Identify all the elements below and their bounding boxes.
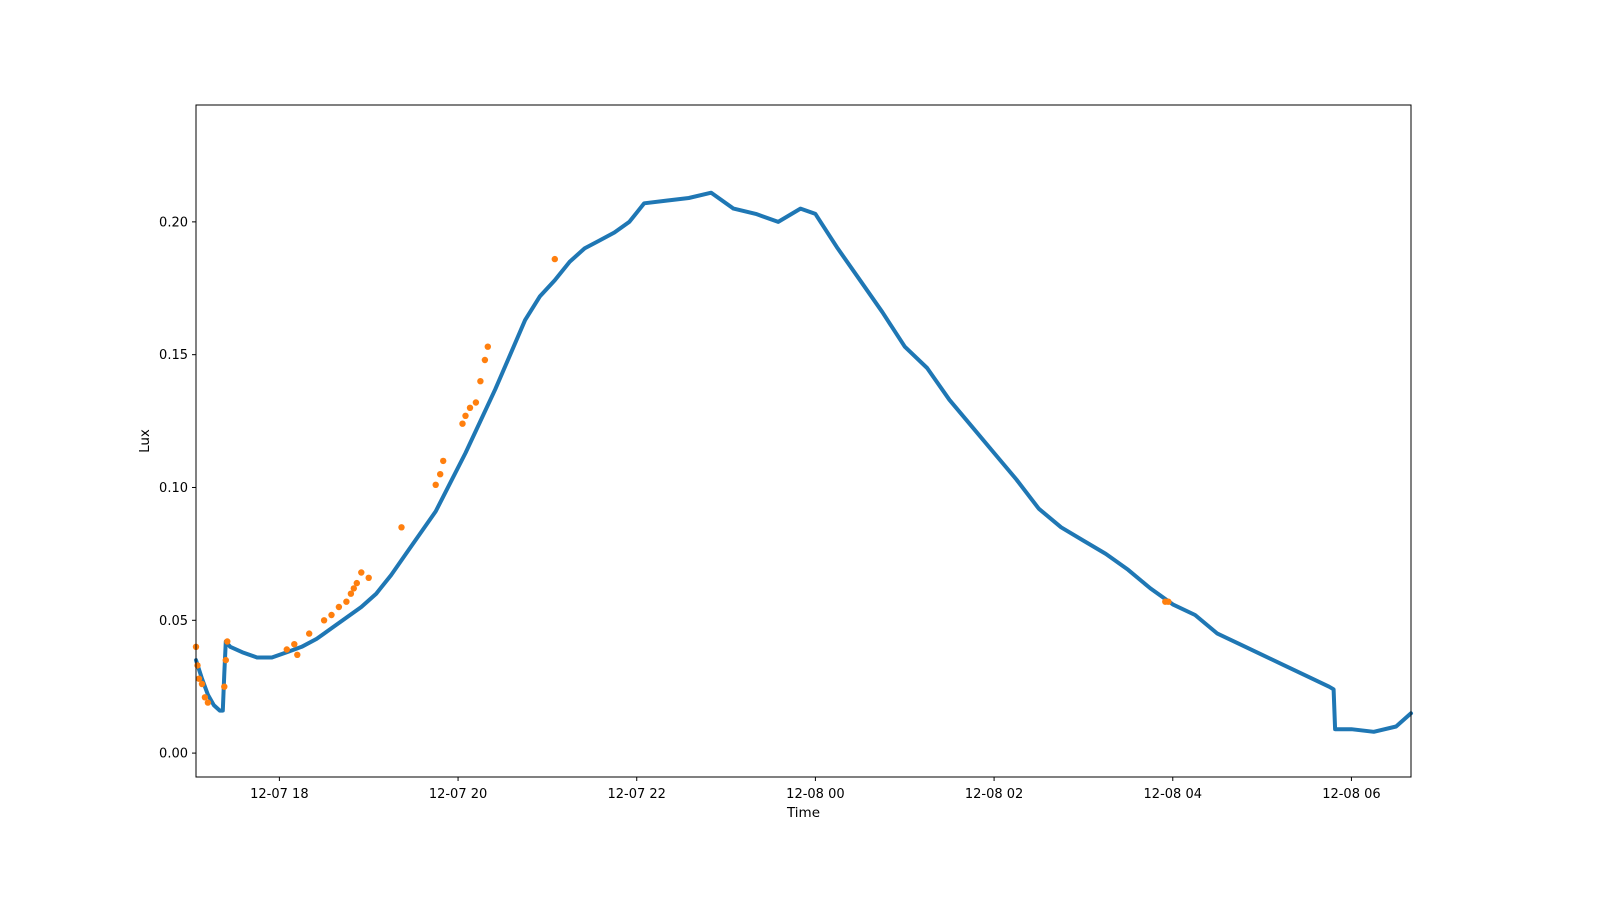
data-point bbox=[221, 683, 228, 690]
data-point bbox=[320, 617, 328, 624]
data-point bbox=[294, 651, 301, 658]
data-point bbox=[194, 662, 201, 669]
data-point bbox=[195, 675, 203, 682]
data-point bbox=[466, 404, 474, 411]
data-point bbox=[335, 603, 343, 611]
x-axis-label: Time bbox=[786, 805, 820, 821]
data-point bbox=[350, 585, 357, 592]
data-point bbox=[440, 457, 447, 465]
data-point bbox=[398, 524, 405, 531]
data-point bbox=[1165, 598, 1172, 605]
data-point bbox=[477, 378, 484, 385]
data-point bbox=[432, 481, 439, 488]
data-point bbox=[306, 630, 313, 637]
data-point bbox=[291, 641, 298, 648]
y-tick-label: 0.00 bbox=[159, 747, 188, 762]
x-tick-label: 12-08 02 bbox=[965, 787, 1023, 802]
plot-area bbox=[192, 190, 1413, 734]
x-tick-label: 12-08 00 bbox=[786, 787, 844, 802]
data-point bbox=[201, 694, 209, 701]
x-axis: 12-07 18 12-07 20 12-07 22 12-08 00 12-08 02… bbox=[250, 777, 1381, 802]
data-point bbox=[343, 598, 350, 605]
x-tick-label: 12-07 20 bbox=[429, 787, 487, 802]
data-point bbox=[462, 412, 469, 419]
y-tick-label: 0.10 bbox=[159, 481, 188, 496]
data-point bbox=[472, 399, 480, 406]
data-point bbox=[224, 638, 231, 645]
y-tick-label: 0.05 bbox=[159, 614, 188, 629]
data-point bbox=[551, 255, 558, 263]
data-point bbox=[459, 420, 466, 427]
data-point bbox=[484, 343, 491, 350]
data-point bbox=[283, 646, 290, 653]
plot-frame bbox=[195, 104, 1412, 778]
x-tick-label: 12-07 18 bbox=[250, 787, 308, 802]
data-point bbox=[198, 680, 206, 688]
x-tick-label: 12-07 22 bbox=[608, 787, 666, 802]
data-point bbox=[328, 611, 335, 619]
data-point bbox=[358, 569, 365, 576]
data-point bbox=[204, 699, 212, 706]
data-point bbox=[481, 356, 489, 364]
y-tick-label: 0.15 bbox=[159, 348, 188, 363]
data-point bbox=[222, 656, 229, 664]
data-point bbox=[437, 471, 444, 478]
series-line-0 bbox=[194, 190, 1413, 734]
y-tick-label: 0.20 bbox=[159, 215, 188, 230]
x-tick-label: 12-08 06 bbox=[1322, 787, 1380, 802]
data-point bbox=[353, 579, 360, 587]
y-axis-label: Lux bbox=[137, 429, 153, 453]
data-point bbox=[365, 574, 372, 581]
y-axis: 0.00 0.05 0.10 0.15 0.20 bbox=[159, 215, 196, 762]
data-point bbox=[347, 590, 355, 597]
x-tick-label: 12-08 04 bbox=[1144, 787, 1202, 802]
